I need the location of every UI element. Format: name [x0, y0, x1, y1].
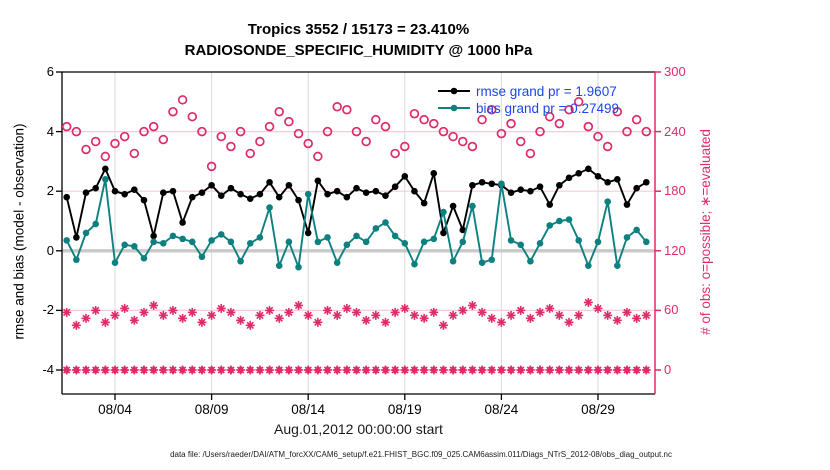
y-left-tick-label: 0 [46, 242, 54, 258]
y-right-tick-label: 300 [664, 64, 686, 79]
x-axis-label: Aug.01,2012 00:00:00 start [274, 421, 443, 437]
legend-item-bias: bias grand pr = 0.27499 [437, 100, 619, 116]
x-tick-label: 08/29 [581, 402, 615, 417]
x-tick-label: 08/04 [98, 402, 132, 417]
y-right-tick-label: 180 [664, 183, 686, 199]
y-left-tick-label: -4 [42, 362, 54, 377]
chart-title: Tropics 3552 / 15173 = 23.410% [247, 21, 470, 38]
x-tick-label: 08/14 [291, 402, 326, 417]
x-tick-label: 08/24 [484, 402, 519, 417]
y-right-tick-label: 0 [664, 362, 672, 377]
x-tick-label: 08/19 [387, 402, 422, 417]
y-right-tick-label: 240 [664, 123, 686, 139]
legend-label-rmse: rmse grand pr = 1.9607 [476, 83, 617, 99]
legend-marker-bias-icon [438, 104, 470, 112]
chart-title-block: Tropics 3552 / 15173 = 23.410% RADIOSOND… [62, 19, 655, 61]
legend-item-rmse: rmse grand pr = 1.9607 [437, 83, 617, 99]
y-left-tick-label: 6 [46, 64, 54, 79]
x-tick-label: 08/09 [194, 402, 229, 417]
y-right-tick-label: 60 [664, 302, 679, 318]
y-left-tick-label: 4 [46, 123, 54, 139]
legend-label-bias: bias grand pr = 0.27499 [476, 100, 619, 116]
chart-subtitle: RADIOSONDE_SPECIFIC_HUMIDITY @ 1000 hPa [184, 42, 533, 59]
y-left-tick-label: -2 [42, 302, 54, 318]
y-left-tick-label: 2 [46, 183, 54, 199]
y-right-tick-label: 120 [664, 242, 686, 258]
data-file-caption: data file: /Users/raeder/DAI/ATM_forcXX/… [170, 450, 672, 459]
legend-marker-rmse-icon [438, 87, 470, 95]
